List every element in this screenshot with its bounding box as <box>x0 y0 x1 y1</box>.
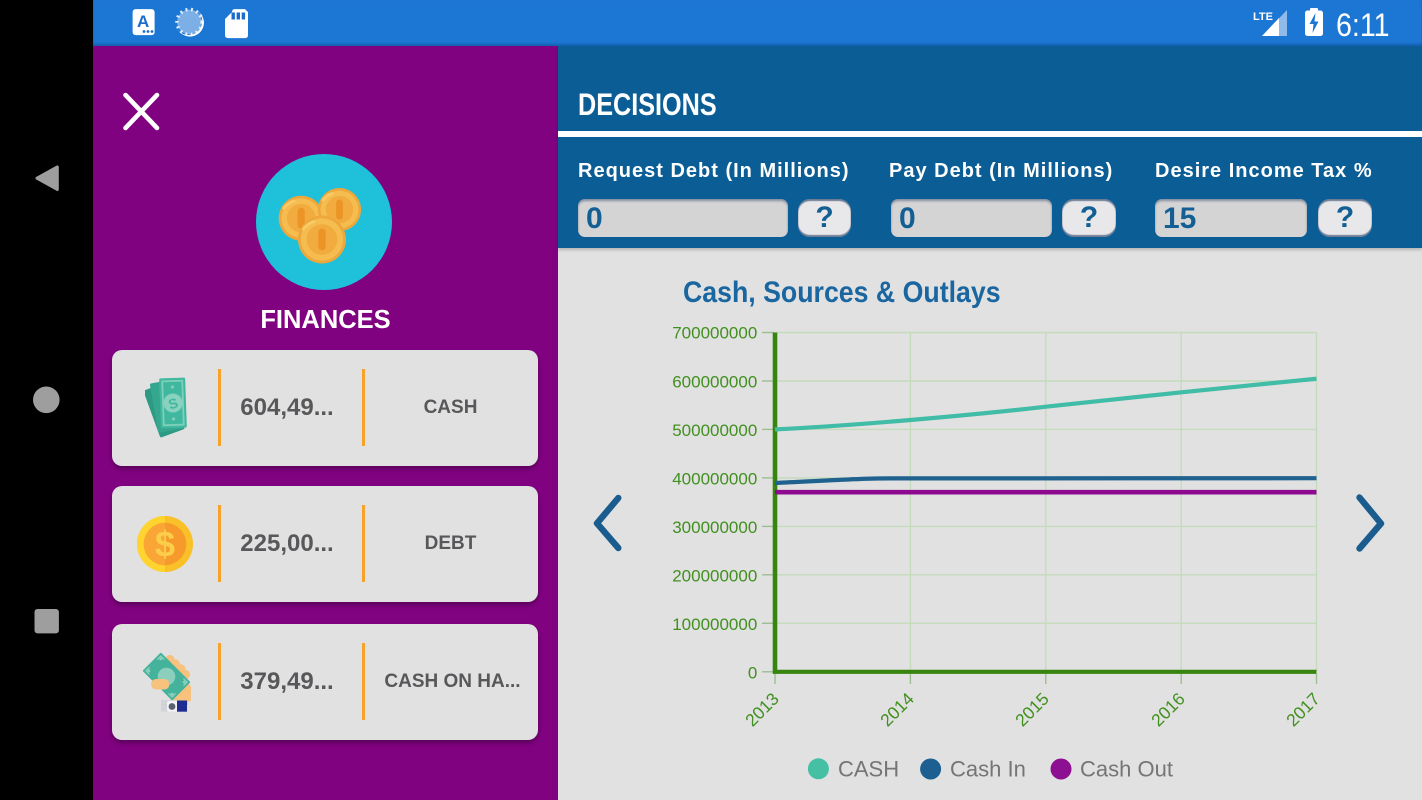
svg-text:2014: 2014 <box>876 689 918 731</box>
svg-text:2017: 2017 <box>1282 689 1324 731</box>
svg-text:0: 0 <box>748 663 757 682</box>
svg-text:300000000: 300000000 <box>672 518 757 537</box>
svg-text:400000000: 400000000 <box>672 469 757 488</box>
svg-text:LTE: LTE <box>1253 11 1273 23</box>
svg-text:500000000: 500000000 <box>672 421 757 440</box>
svg-text:700000000: 700000000 <box>672 324 757 343</box>
svg-text:100000000: 100000000 <box>672 615 757 634</box>
svg-text:$: $ <box>155 524 175 565</box>
svg-text:A: A <box>137 12 149 31</box>
svg-text:2015: 2015 <box>1011 689 1053 731</box>
svg-text:6:11: 6:11 <box>1336 8 1390 43</box>
svg-text:2016: 2016 <box>1147 689 1189 731</box>
svg-text:Cash In: Cash In <box>950 757 1026 782</box>
svg-text:Cash Out: Cash Out <box>1080 757 1173 782</box>
svg-text:S: S <box>166 394 180 412</box>
svg-text:2013: 2013 <box>741 689 783 731</box>
svg-text:CASH: CASH <box>838 757 899 782</box>
svg-text:600000000: 600000000 <box>672 373 757 392</box>
svg-text:200000000: 200000000 <box>672 566 757 585</box>
